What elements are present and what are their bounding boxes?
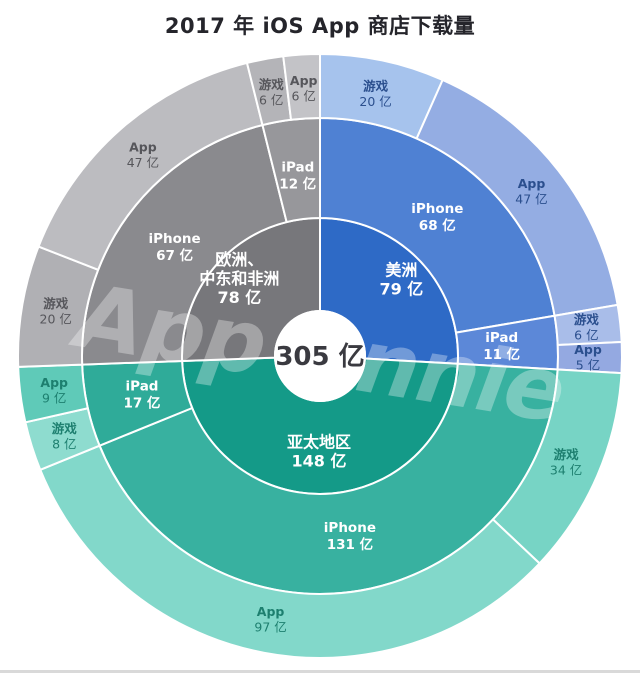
label-asia-pacific-ipad-apps: App 9 亿 (40, 375, 68, 406)
center-total-label: 305 亿 (275, 342, 364, 372)
label-region-asia-pacific: 亚太地区 148 亿 (287, 432, 351, 470)
segment-emea-ipad-apps[interactable] (282, 53, 321, 121)
label-americas-iphone-apps: App 47 亿 (515, 176, 547, 207)
label-asia-pacific-ipad: iPad 17 亿 (124, 379, 161, 412)
label-asia-pacific-iphone: iPhone 131 亿 (324, 520, 376, 553)
label-americas-iphone: iPhone 68 亿 (411, 201, 463, 234)
label-americas-ipad: iPad 11 亿 (483, 330, 520, 363)
label-americas-iphone-games: 游戏 20 亿 (359, 79, 391, 110)
label-asia-pacific-iphone-games: 游戏 34 亿 (550, 447, 582, 478)
label-asia-pacific-iphone-apps: App 97 亿 (254, 604, 286, 635)
label-americas-ipad-apps: App 5 亿 (574, 342, 602, 373)
label-americas-ipad-games: 游戏 6 亿 (574, 312, 600, 343)
label-emea-ipad-games: 游戏 6 亿 (259, 77, 285, 108)
bottom-divider (0, 670, 640, 673)
label-region-americas: 美洲 79 亿 (379, 260, 423, 298)
label-asia-pacific-ipad-games: 游戏 8 亿 (52, 421, 78, 452)
chart-title: 2017 年 iOS App 商店下载量 (164, 14, 476, 38)
label-emea-iphone-games: 游戏 20 亿 (40, 296, 72, 327)
chart-center-disc (274, 310, 366, 402)
label-emea-iphone: iPhone 67 亿 (149, 231, 201, 264)
label-emea-ipad-apps: App 6 亿 (290, 73, 318, 104)
label-emea-iphone-apps: App 47 亿 (127, 140, 159, 171)
label-region-emea: 欧洲、中东和非洲 78 亿 (199, 250, 279, 307)
label-emea-ipad: iPad 12 亿 (279, 160, 316, 193)
segment-asia-pacific-iphone-apps[interactable] (39, 444, 541, 659)
